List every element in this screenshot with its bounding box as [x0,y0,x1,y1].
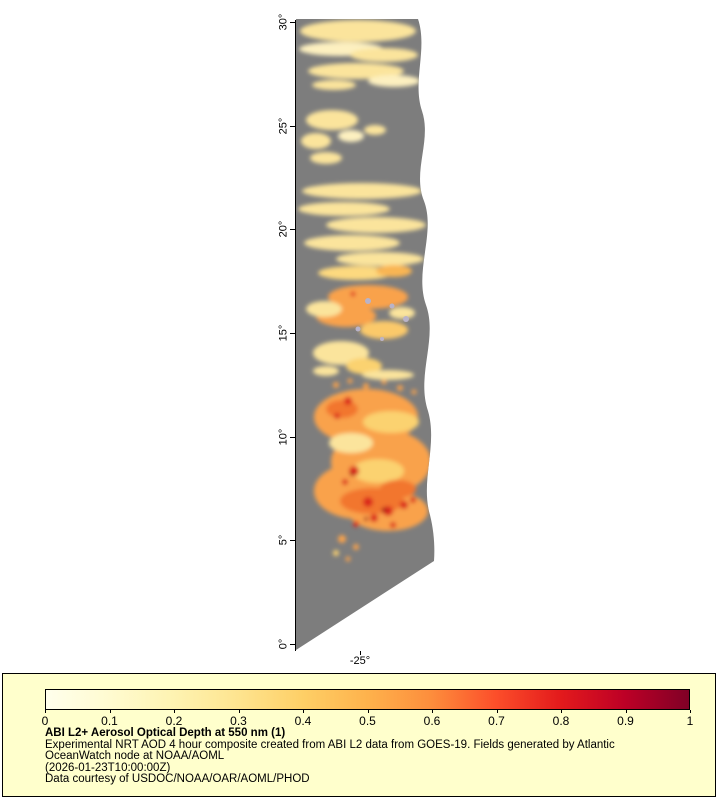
colorbar-tick [496,710,498,713]
latitude-axis-line [295,20,296,651]
figure-caption: ABI L2+ Aerosol Optical Depth at 550 nm … [45,727,615,786]
colorbar-tick [109,710,111,713]
lat-label-0: 0° [277,638,290,650]
caption-line-description: Experimental NRT AOD 4 hour composite cr… [45,738,615,751]
caption-line-description-wrap: OceanWatch node at NOAA/AOML [45,750,225,763]
lat-tick-20 [290,229,295,230]
colorbar-label-0.5: 0.5 [359,714,376,728]
lat-tick-30 [290,22,295,23]
colorbar-label-1: 1 [686,714,694,728]
caption-line-timestamp: (2026-01-23T10:00:00Z) [45,761,171,774]
lat-label-25: 25° [277,117,290,135]
colorbar-tick [303,710,304,713]
caption-line-credit: Data courtesy of USDOC/NOAA/OAR/AOML/PHO… [45,773,310,786]
lon-label-minus25: -25° [349,655,371,667]
aerosol-field [298,20,431,562]
colorbar-label-0: 0 [41,714,49,728]
colorbar-label-0.8: 0.8 [552,714,570,728]
colorbar-tick [625,710,627,713]
colorbar-label-0.4: 0.4 [294,714,312,728]
colorbar-label-0.9: 0.9 [617,714,634,728]
lat-tick-10 [290,437,295,438]
lat-tick-0 [290,644,295,645]
lat-label-5: 5° [277,534,290,546]
lat-label-15: 15° [277,324,290,342]
satellite-swath [296,19,435,650]
colorbar-tick [238,710,240,713]
colorbar-label-0.3: 0.3 [230,714,247,728]
lat-label-20: 20° [277,220,290,238]
colorbar-tick [367,710,369,713]
lat-label-30: 30° [277,13,290,31]
colorbar-tick [45,710,46,713]
colorbar-tick [174,710,175,713]
aod-map-image [296,19,435,650]
lat-label-10: 10° [277,428,290,446]
lon-tick-minus25 [360,651,361,655]
lat-tick-25 [290,126,295,127]
colorbar-tick [561,710,562,713]
colorbar-tick [432,710,433,713]
colorbar-tick [690,710,691,713]
lat-tick-5 [290,540,295,541]
cloud-speck-dots [355,298,409,341]
figure-title: ABI L2+ Aerosol Optical Depth at 550 nm … [45,727,286,739]
colorbar-label-0.6: 0.6 [423,714,441,728]
lat-tick-15 [290,333,295,334]
colorbar-label-0.2: 0.2 [165,714,183,728]
aod-colorbar [45,689,690,710]
colorbar-label-0.7: 0.7 [488,714,505,728]
colorbar-label-0.1: 0.1 [101,714,118,728]
